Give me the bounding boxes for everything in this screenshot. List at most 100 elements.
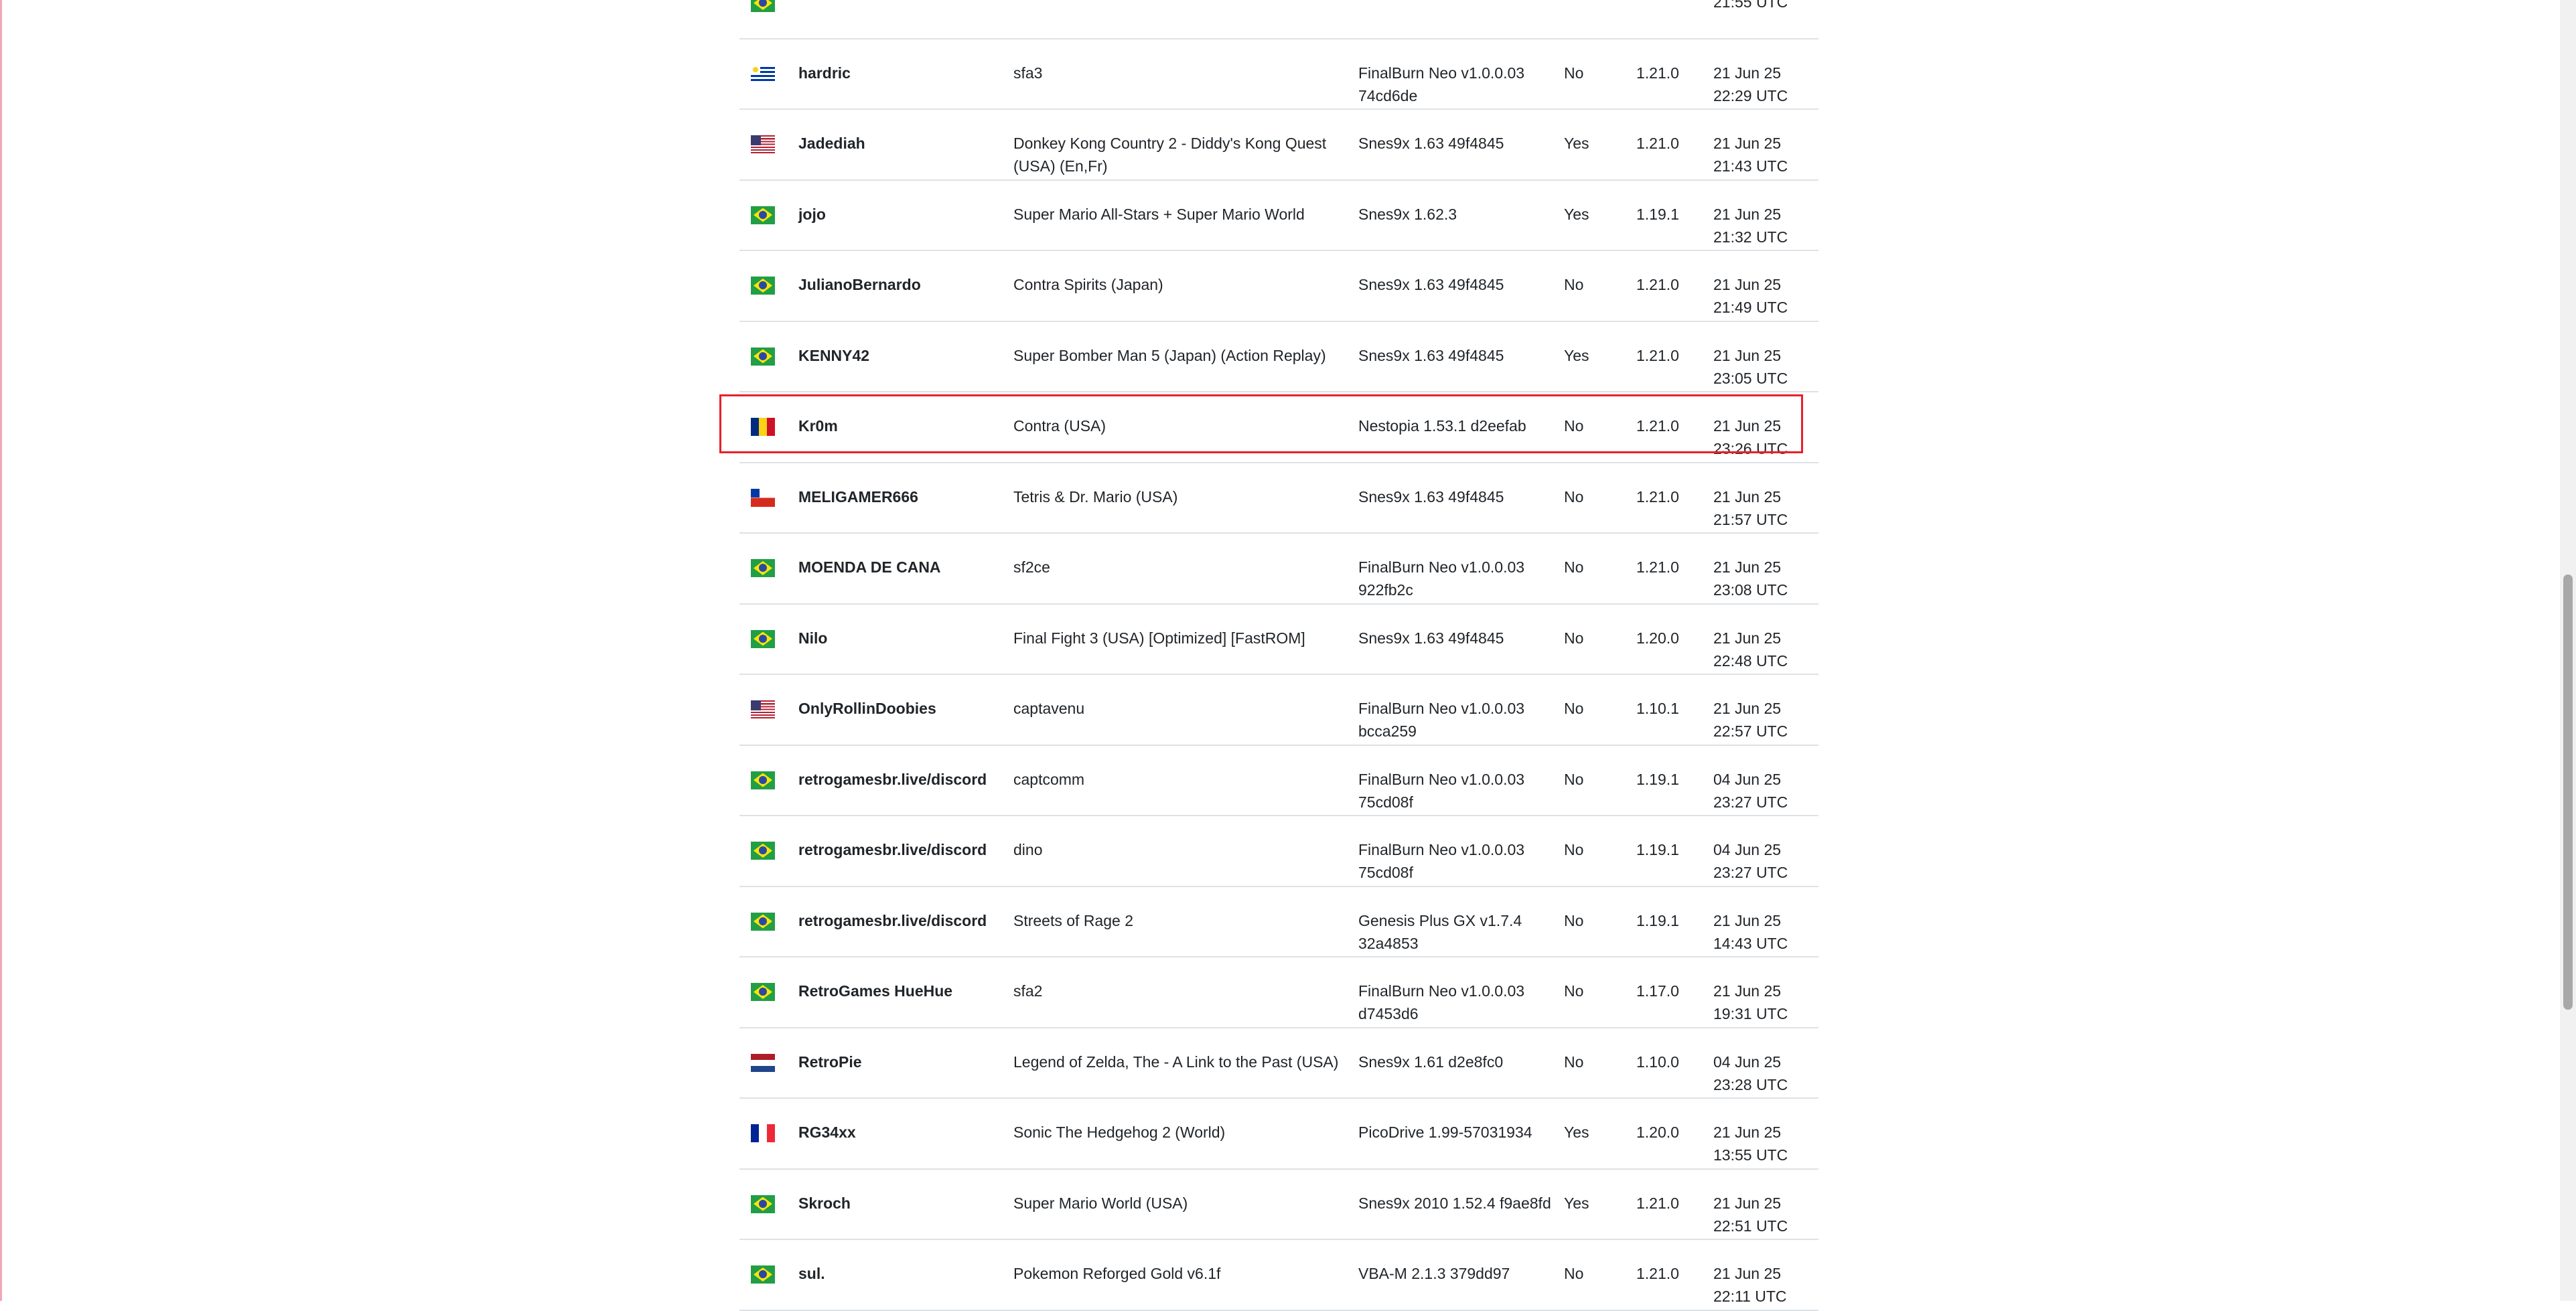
core-name: VBA-M 2.1.3 379dd97 [1358, 1265, 1510, 1282]
time: 14:43 UTC [1713, 934, 1788, 952]
table-row[interactable]: retrogamesbr.live/discord Streets of Rag… [739, 887, 1818, 957]
game-name: sf2ce [1013, 558, 1050, 576]
game-name: captavenu [1013, 700, 1085, 717]
date: 21 Jun 25 [1713, 135, 1782, 152]
version: 1.21.0 [1636, 276, 1679, 293]
username: Nilo [798, 629, 828, 647]
core-name: Snes9x 1.63 49f4845 [1358, 629, 1504, 647]
created-date: 21 Jun 25 13:55 UTC [1713, 1121, 1820, 1166]
version: 1.21.0 [1636, 135, 1679, 152]
game-name: captcomm [1013, 770, 1085, 788]
version: 1.21.0 [1636, 346, 1679, 364]
table-row[interactable]: 21:55 UTC [739, 0, 1818, 40]
created-date: 21 Jun 25 21:57 UTC [1713, 485, 1820, 531]
flag-icon [751, 700, 775, 718]
game-name: Super Mario World (USA) [1013, 1194, 1188, 1212]
table-row[interactable]: RG34xx Sonic The Hedgehog 2 (World) Pico… [739, 1099, 1818, 1170]
date: 21 Jun 25 [1713, 1265, 1782, 1282]
created-date: 21 Jun 25 23:05 UTC [1713, 344, 1820, 390]
table-row[interactable]: Jadediah Donkey Kong Country 2 - Diddy's… [739, 110, 1818, 181]
table-row[interactable]: Skroch Super Mario World (USA) Snes9x 20… [739, 1170, 1818, 1240]
date: 21 Jun 25 [1713, 911, 1782, 929]
table-row[interactable]: OnlyRollinDoobies captavenu FinalBurn Ne… [739, 675, 1818, 746]
password-flag: No [1564, 911, 1584, 929]
date: 21 Jun 25 [1713, 346, 1782, 364]
version: 1.19.1 [1636, 841, 1679, 858]
game-name: Contra Spirits (Japan) [1013, 276, 1163, 293]
date: 21 Jun 25 [1713, 487, 1782, 506]
password-flag: No [1564, 841, 1584, 858]
table-row[interactable]: retrogamesbr.live/discord captcomm Final… [739, 746, 1818, 816]
created-date: 21 Jun 25 23:08 UTC [1713, 556, 1820, 601]
date: 21 Jun 25 [1713, 558, 1782, 576]
flag-icon [751, 206, 775, 224]
created-date: 21 Jun 25 22:57 UTC [1713, 697, 1820, 743]
username: retrogamesbr.live/discord [798, 770, 987, 788]
version: 1.21.0 [1636, 558, 1679, 576]
password-flag: No [1564, 64, 1584, 82]
password-flag: No [1564, 558, 1584, 576]
date: 21 Jun 25 [1713, 629, 1782, 647]
table-row[interactable]: Kr0m Contra (USA) Nestopia 1.53.1 d2eefa… [739, 392, 1818, 463]
time: 21:57 UTC [1713, 510, 1788, 528]
game-name: Donkey Kong Country 2 - Diddy's Kong Que… [1013, 135, 1327, 175]
table-row[interactable]: Nilo Final Fight 3 (USA) [Optimized] [Fa… [739, 605, 1820, 675]
version: 1.17.0 [1636, 982, 1679, 1000]
username: sul. [798, 1265, 825, 1282]
core-name: Genesis Plus GX v1.7.4 32a4853 [1358, 911, 1522, 952]
time: 22:51 UTC [1713, 1217, 1788, 1235]
game-name: Pokemon Reforged Gold v6.1f [1013, 1265, 1221, 1282]
flag-icon [751, 1053, 775, 1072]
game-name: Tetris & Dr. Mario (USA) [1013, 487, 1178, 506]
table-row[interactable]: sul. Pokemon Reforged Gold v6.1f VBA-M 2… [739, 1240, 1818, 1311]
table-row[interactable]: hardric sfa3 FinalBurn Neo v1.0.0.03 74c… [739, 40, 1818, 110]
flag-icon [751, 842, 775, 860]
table-row[interactable]: MOENDA DE CANA sf2ce FinalBurn Neo v1.0.… [739, 534, 1818, 605]
username: MOENDA DE CANA [798, 558, 941, 576]
table-row[interactable]: MELIGAMER666 Tetris & Dr. Mario (USA) Sn… [739, 463, 1818, 534]
flag-icon [751, 277, 775, 295]
flag-icon [751, 418, 775, 436]
created-date: 21 Jun 25 22:48 UTC [1713, 627, 1820, 672]
flag-icon [751, 771, 775, 789]
table-row[interactable]: JulianoBernardo Contra Spirits (Japan) S… [739, 251, 1818, 322]
game-name: Contra (USA) [1013, 417, 1106, 435]
table-row[interactable]: RetroPie Legend of Zelda, The - A Link t… [739, 1028, 1818, 1099]
table-row[interactable]: RetroGames HueHue sfa2 FinalBurn Neo v1.… [739, 957, 1818, 1028]
created-date: 21 Jun 25 21:43 UTC [1713, 132, 1820, 177]
username: OnlyRollinDoobies [798, 700, 936, 717]
created-date: 04 Jun 25 23:28 UTC [1713, 1051, 1820, 1096]
version: 1.20.0 [1636, 629, 1679, 647]
password-flag: No [1564, 276, 1584, 293]
flag-icon [751, 983, 775, 1001]
created-date: 21 Jun 25 21:49 UTC [1713, 273, 1820, 319]
highlighted-row-outline [719, 394, 1803, 453]
table-row[interactable]: jojo Super Mario All-Stars + Super Mario… [739, 181, 1818, 251]
username: RG34xx [798, 1124, 856, 1141]
core-name: Snes9x 1.63 49f4845 [1358, 276, 1504, 293]
time: 23:27 UTC [1713, 793, 1788, 811]
date: 21 Jun 25 [1713, 64, 1782, 82]
flag-icon [751, 488, 775, 507]
time: 21:43 UTC [1713, 157, 1788, 175]
version: 1.21.0 [1636, 1265, 1679, 1282]
core-name: FinalBurn Neo v1.0.0.03 bcca259 [1358, 700, 1525, 740]
date: 21 Jun 25 [1713, 982, 1782, 1000]
scrollbar-thumb[interactable] [2563, 574, 2573, 1010]
core-name: Snes9x 1.61 d2e8fc0 [1358, 1053, 1504, 1071]
game-name: Super Bomber Man 5 (Japan) (Action Repla… [1013, 346, 1326, 364]
flag-icon [751, 347, 775, 366]
time: 23:27 UTC [1713, 864, 1788, 881]
flag-icon [751, 629, 775, 648]
table-row[interactable]: retrogamesbr.live/discord dino FinalBurn… [739, 816, 1818, 887]
table-row[interactable]: KENNY42 Super Bomber Man 5 (Japan) (Acti… [739, 322, 1820, 392]
scrollbar[interactable] [2560, 0, 2576, 1301]
created-date: 21 Jun 25 19:31 UTC [1713, 980, 1820, 1025]
time: 13:55 UTC [1713, 1146, 1788, 1164]
date: 04 Jun 25 [1713, 770, 1782, 788]
created-date: 04 Jun 25 23:27 UTC [1713, 838, 1820, 884]
time: 21:55 UTC [1713, 0, 1788, 11]
core-name: FinalBurn Neo v1.0.0.03 922fb2c [1358, 558, 1525, 599]
date: 21 Jun 25 [1713, 205, 1782, 223]
password-flag: Yes [1564, 1194, 1589, 1212]
